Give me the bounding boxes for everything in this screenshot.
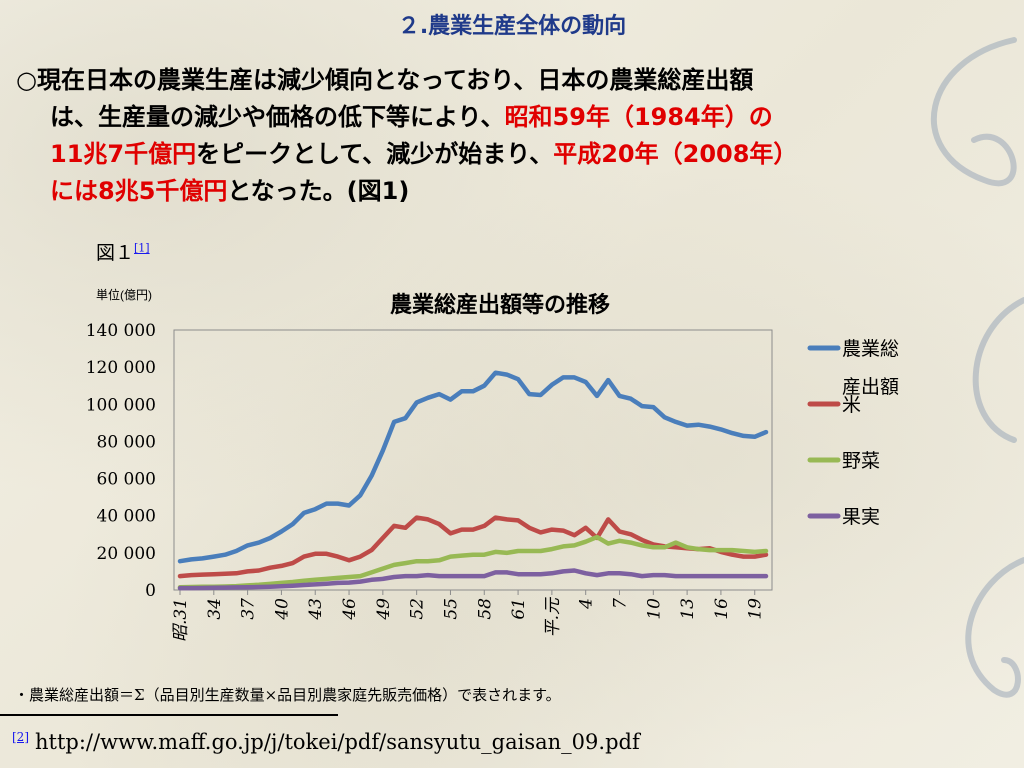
body-line-3: 11兆7千億円をピークとして、減少が始まり、平成20年（2008年）	[16, 136, 1006, 173]
body-text-segment: は、生産量の減少や価格の低下等により、	[50, 103, 505, 131]
x-tick-label: 61	[509, 598, 529, 620]
series-line-3	[177, 534, 769, 590]
y-tick-label: 120 000	[86, 358, 156, 378]
x-tick-label: 10	[644, 598, 664, 620]
highlight-peak-value: 11兆7千億円	[50, 140, 197, 168]
highlight-recent-value: には8兆5千億円	[50, 177, 228, 205]
footnote-ref-link[interactable]: [2]	[12, 730, 29, 744]
x-tick-label: 40	[272, 598, 292, 621]
swirl-ornament	[930, 37, 1024, 698]
line-chart: 単位(億円) 農業総産出額等の推移 0 20 000 40 000 60 000 80 …	[86, 287, 899, 642]
body-text-segment: をピークとして、減少が始まり、	[196, 140, 554, 168]
y-tick-label: 40 000	[97, 507, 156, 527]
x-tick-label: 52	[408, 598, 428, 620]
body-text-segment: となった。(図1)	[227, 177, 410, 205]
figure-label-text: 図１	[96, 242, 135, 264]
series-lines	[177, 370, 769, 591]
y-tick-label: 140 000	[86, 321, 156, 341]
chart-unit-label: 単位(億円)	[96, 287, 152, 302]
legend-label-cont: 産出額	[842, 376, 899, 398]
highlight-peak-year: 昭和59年（1984年）の	[504, 103, 773, 131]
figure-ref-link[interactable]: [1]	[134, 241, 150, 255]
body-line-4: には8兆5千億円となった。(図1)	[16, 173, 1006, 210]
legend-label: 米	[842, 394, 861, 416]
x-axis: 昭.31 34 37 40 43 46 49 52 55 58 61 平.元 4 7 10 13 16 19	[171, 590, 766, 642]
x-tick-label: 34	[205, 598, 225, 620]
footnote-ref-sup: [2]	[12, 730, 29, 744]
y-tick-label: 20 000	[97, 544, 156, 564]
highlight-recent-year: 平成20年（2008年）	[553, 140, 798, 168]
x-tick-label: 46	[340, 598, 360, 621]
footnote-url[interactable]: http://www.maff.go.jp/j/tokei/pdf/sansyu…	[35, 730, 640, 754]
series-line-2	[177, 515, 769, 579]
body-line-1: ○現在日本の農業生産は減少傾向となっており、日本の農業総産出額	[16, 62, 1006, 99]
body-paragraph: ○現在日本の農業生産は減少傾向となっており、日本の農業総産出額 は、生産量の減少…	[16, 62, 1006, 210]
x-tick-label: 58	[475, 598, 495, 620]
y-tick-label: 100 000	[86, 395, 156, 415]
x-tick-label: 昭.31	[171, 598, 191, 642]
legend-label: 野菜	[842, 450, 880, 472]
slide-title: ２.農業生産全体の動向	[397, 14, 627, 39]
x-tick-label: 43	[306, 598, 326, 621]
legend-label: 農業総	[842, 338, 899, 360]
y-tick-label: 0	[145, 581, 156, 601]
x-tick-label: 55	[441, 598, 461, 620]
footnote-divider	[0, 714, 338, 716]
y-tick-label: 60 000	[97, 470, 156, 490]
x-tick-label: 平.元	[543, 596, 563, 637]
x-tick-label: 37	[239, 598, 259, 620]
y-axis: 0 20 000 40 000 60 000 80 000 100 000 120 000 1…	[86, 321, 156, 601]
series-line-4	[177, 568, 769, 591]
x-tick-label: 19	[746, 598, 766, 620]
x-tick-label: 13	[678, 598, 698, 620]
series-line-1	[177, 370, 769, 564]
plot-area	[173, 329, 773, 591]
formula-note: ・農業総産出額＝Σ（品目別生産数量×品目別農家庭先販売価格）で表されます。	[14, 686, 561, 704]
x-tick-label: 4	[577, 598, 597, 610]
body-line-2: は、生産量の減少や価格の低下等により、昭和59年（1984年）の	[16, 99, 1006, 136]
x-tick-label: 16	[712, 598, 732, 620]
figure-label: 図１[1]	[96, 238, 150, 265]
body-text-segment: ○現在日本の農業生産は減少傾向となっており、日本の農業総産出額	[16, 66, 754, 94]
y-tick-label: 80 000	[97, 432, 156, 452]
chart-title: 農業総産出額等の推移	[390, 292, 610, 318]
x-tick-label: 49	[374, 598, 394, 621]
figure-ref-sup: [1]	[134, 242, 150, 255]
legend-label: 果実	[842, 506, 880, 528]
plot-border	[173, 329, 773, 591]
x-tick-label: 7	[611, 598, 631, 609]
footnote: [2] http://www.maff.go.jp/j/tokei/pdf/san…	[12, 730, 640, 754]
